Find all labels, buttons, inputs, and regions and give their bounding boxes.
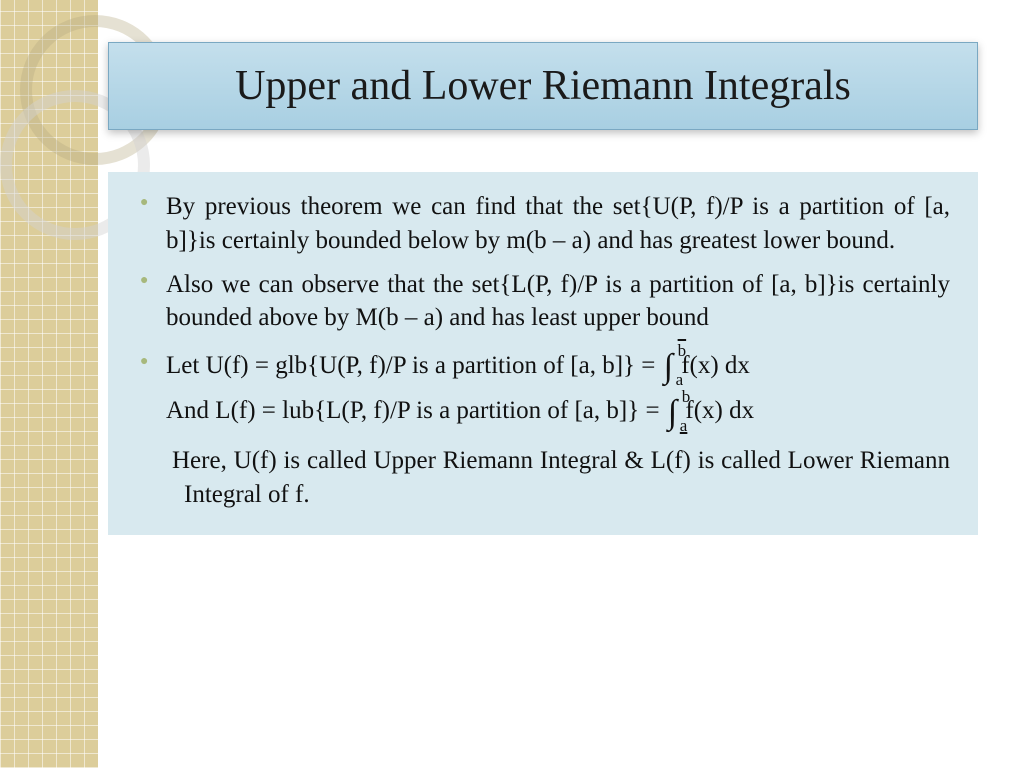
line-lf-pre: And L(f) = lub{L(P, f)/P is a partition …	[166, 397, 666, 424]
integral-upper: ∫ba	[662, 350, 675, 384]
bullet-item-3: Let U(f) = glb{U(P, f)/P is a partition …	[136, 349, 950, 384]
integral-lower-lower-limit: a	[680, 417, 688, 434]
closing-span: Here, U(f) is called Upper Riemann Integ…	[154, 444, 950, 513]
bullet-text-3-pre: Let U(f) = glb{U(P, f)/P is a partition …	[166, 352, 662, 379]
bullet-text-3-post: f(x) dx	[675, 352, 750, 379]
bullet-text-2: Also we can observe that the set{L(P, f)…	[166, 271, 950, 332]
bullet-item-2: Also we can observe that the set{L(P, f)…	[136, 268, 950, 336]
bullet-item-1: By previous theorem we can find that the…	[136, 190, 950, 258]
integral-lower: ∫ba	[666, 396, 679, 430]
title-bar: Upper and Lower Riemann Integrals	[108, 42, 978, 130]
closing-text: Here, U(f) is called Upper Riemann Integ…	[136, 444, 950, 513]
line-lf-post: f(x) dx	[679, 397, 754, 424]
bullet-text-1: By previous theorem we can find that the…	[166, 193, 950, 254]
integral-upper-limit: b	[678, 342, 687, 359]
slide-title: Upper and Lower Riemann Integrals	[235, 62, 851, 110]
bullet-list: By previous theorem we can find that the…	[136, 190, 950, 384]
line-lf: And L(f) = lub{L(P, f)/P is a partition …	[136, 394, 950, 429]
integral-lower-limit: a	[676, 371, 684, 388]
integral-lower-upper-limit: b	[682, 388, 691, 405]
content-box: By previous theorem we can find that the…	[108, 172, 978, 535]
